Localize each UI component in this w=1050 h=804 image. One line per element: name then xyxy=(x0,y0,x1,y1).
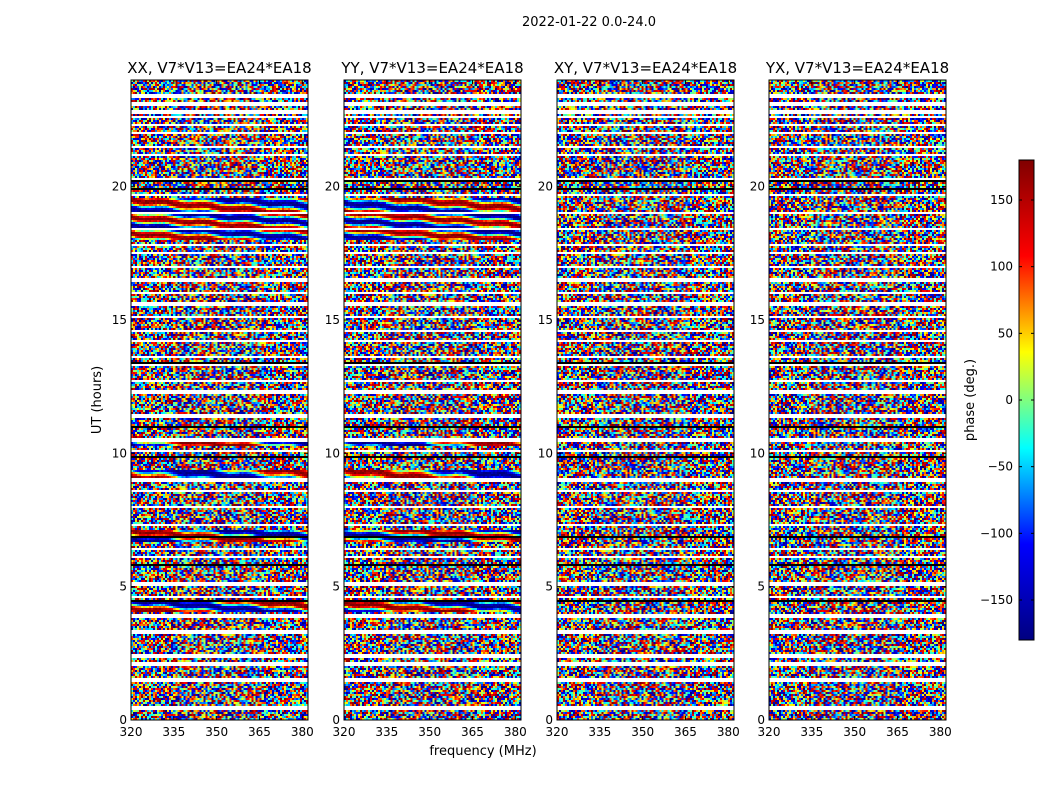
panel-title: YX, V7*V13=EA24*EA18 xyxy=(765,59,949,77)
y-axis-label: UT (hours) xyxy=(90,366,105,434)
x-tick-label: 350 xyxy=(418,725,441,739)
panel-0: XX, V7*V13=EA24*EA18 320 335 350 365 380 0 5 10 1… xyxy=(112,59,314,739)
y-tick-label: 20 xyxy=(112,180,127,194)
x-tick-label: 335 xyxy=(800,725,823,739)
panel-title: XX, V7*V13=EA24*EA18 xyxy=(127,59,311,77)
x-tick-label: 365 xyxy=(461,725,484,739)
x-tick-label: 380 xyxy=(504,725,527,739)
y-tick-label: 5 xyxy=(119,580,127,594)
panel-frame xyxy=(130,79,309,721)
x-tick-label: 365 xyxy=(886,725,909,739)
panel-title: XY, V7*V13=EA24*EA18 xyxy=(554,59,737,77)
panel-title: YY, V7*V13=EA24*EA18 xyxy=(340,59,523,77)
panel-frame xyxy=(343,79,522,721)
panel-waterfall-image xyxy=(769,80,946,720)
panel-frame xyxy=(768,79,947,721)
colorbar-tick-label: −50 xyxy=(988,460,1013,474)
colorbar-tick-label: −150 xyxy=(980,593,1013,607)
y-tick-label: 0 xyxy=(119,713,127,727)
x-tick-label: 335 xyxy=(375,725,398,739)
y-tick-label: 15 xyxy=(538,313,553,327)
panels-group: XX, V7*V13=EA24*EA18 320 335 350 365 380 0 5 10 1… xyxy=(112,59,952,739)
figure-suptitle: 2022-01-22 0.0-24.0 xyxy=(522,15,656,30)
y-tick-label: 5 xyxy=(545,580,553,594)
x-tick-label: 350 xyxy=(205,725,228,739)
x-axis-label: frequency (MHz) xyxy=(429,744,536,759)
colorbar-tick-label: 150 xyxy=(990,193,1013,207)
y-tick-label: 5 xyxy=(757,580,765,594)
x-tick-label: 335 xyxy=(162,725,185,739)
x-tick-label: 335 xyxy=(588,725,611,739)
x-tick-label: 365 xyxy=(674,725,697,739)
y-tick-label: 5 xyxy=(332,580,340,594)
panel-frame xyxy=(556,79,735,721)
y-tick-label: 0 xyxy=(545,713,553,727)
y-tick-label: 10 xyxy=(325,446,340,460)
x-tick-label: 320 xyxy=(333,725,356,739)
y-tick-label: 15 xyxy=(750,313,765,327)
x-tick-label: 320 xyxy=(546,725,569,739)
panel-waterfall-image xyxy=(557,80,734,720)
colorbar: 150 100 50 0 −50 −100 −150 xyxy=(980,159,1035,641)
x-tick-label: 350 xyxy=(843,725,866,739)
panel-1: YY, V7*V13=EA24*EA18 320 335 350 365 380 0 5 10 1… xyxy=(325,59,527,739)
y-tick-label: 10 xyxy=(750,446,765,460)
x-tick-label: 350 xyxy=(631,725,654,739)
colorbar-label: phase (deg.) xyxy=(963,359,978,441)
y-tick-label: 20 xyxy=(750,180,765,194)
y-tick-label: 15 xyxy=(325,313,340,327)
panel-3: YX, V7*V13=EA24*EA18 320 335 350 365 380 0 5 10 1… xyxy=(750,59,952,739)
x-tick-label: 320 xyxy=(758,725,781,739)
y-tick-label: 10 xyxy=(538,446,553,460)
y-tick-label: 0 xyxy=(757,713,765,727)
y-tick-label: 20 xyxy=(325,180,340,194)
panel-waterfall-image xyxy=(344,80,521,720)
panel-2: XY, V7*V13=EA24*EA18 320 335 350 365 380 0 5 10 1… xyxy=(538,59,740,739)
x-tick-label: 380 xyxy=(717,725,740,739)
colorbar-tick-label: 50 xyxy=(998,326,1013,340)
x-tick-label: 320 xyxy=(120,725,143,739)
colorbar-tick-label: 100 xyxy=(990,260,1013,274)
x-tick-label: 380 xyxy=(929,725,952,739)
panel-waterfall-image xyxy=(131,80,308,720)
y-tick-label: 10 xyxy=(112,446,127,460)
y-tick-label: 15 xyxy=(112,313,127,327)
colorbar-tick-label: −100 xyxy=(980,526,1013,540)
x-tick-label: 380 xyxy=(291,725,314,739)
x-tick-label: 365 xyxy=(248,725,271,739)
y-tick-label: 0 xyxy=(332,713,340,727)
y-tick-label: 20 xyxy=(538,180,553,194)
colorbar-tick-label: 0 xyxy=(1005,393,1013,407)
